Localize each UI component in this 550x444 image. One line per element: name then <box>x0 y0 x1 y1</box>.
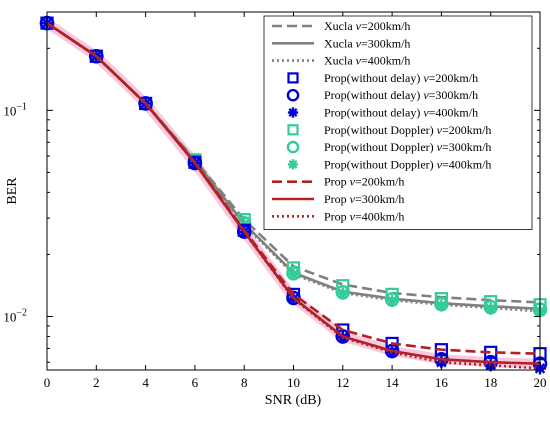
legend-entry-7: Prop(without Doppler) v=300km/h <box>286 140 491 154</box>
x-tick-label: 16 <box>435 375 449 390</box>
legend-swatch-marker <box>287 107 299 118</box>
legend-entry-2: Xucla v=400km/h <box>272 54 410 68</box>
axes-layer: 0 2 4 6 8 10 12 14 16 18 20 10−1 10−2 <box>3 11 547 390</box>
data-point-s5-8 <box>435 356 448 369</box>
legend-label: Prop v=300km/h <box>324 192 404 206</box>
legend-label: Prop v=200km/h <box>324 175 404 189</box>
x-tick-label: 0 <box>44 375 51 390</box>
x-axis-label: SNR (dB) <box>265 393 322 408</box>
x-tick-label: 12 <box>336 375 349 390</box>
data-point-s8-5 <box>287 268 300 281</box>
series-line-9 <box>46 22 541 355</box>
legend-entry-3: Prop(without delay) v=200km/h <box>287 71 478 85</box>
x-tick-label: 18 <box>484 375 497 390</box>
x-tick-label: 10 <box>287 375 300 390</box>
legend-label: Xucla v=200km/h <box>324 19 410 33</box>
x-tick-label: 2 <box>93 375 100 390</box>
legend-label: Prop(without Doppler) v=200km/h <box>324 123 491 137</box>
legend-label: Prop(without delay) v=400km/h <box>324 106 478 120</box>
legend-entry-0: Xucla v=200km/h <box>272 19 410 33</box>
x-tick-label: 6 <box>192 375 199 390</box>
legend-entry-1: Xucla v=300km/h <box>272 36 410 50</box>
legend-entry-5: Prop(without delay) v=400km/h <box>287 106 478 120</box>
x-tick-label: 14 <box>386 375 400 390</box>
legend-entry-9: Prop v=200km/h <box>272 175 404 189</box>
legend-label: Xucla v=300km/h <box>324 36 410 50</box>
data-point-s8-6 <box>336 287 349 300</box>
x-tick-label: 4 <box>142 375 149 390</box>
x-tick-label: 20 <box>534 375 547 390</box>
legend-entry-10: Prop v=300km/h <box>272 192 404 206</box>
legend-swatch-marker <box>287 159 299 170</box>
data-point-s8-7 <box>386 294 399 308</box>
legend-label: Prop v=400km/h <box>324 209 404 223</box>
legend-box <box>263 15 533 231</box>
series-line-10 <box>46 22 541 366</box>
legend-swatch-marker <box>286 140 300 154</box>
y-axis-label: BER <box>5 177 20 205</box>
data-point-s8-8 <box>435 299 448 312</box>
legend-swatch-marker <box>287 72 299 84</box>
legend-entry-4: Prop(without delay) v=300km/h <box>286 88 478 102</box>
legend-swatch-marker <box>287 124 299 136</box>
legend: Xucla v=200km/h Xucla v=300km/h Xucla v=40… <box>263 15 533 231</box>
x-tick-label: 8 <box>241 375 248 390</box>
legend-entry-8: Prop(without Doppler) v=400km/h <box>287 157 491 171</box>
legend-label: Prop(without delay) v=300km/h <box>324 88 478 102</box>
y-tick-label: 10−1 <box>3 101 27 118</box>
legend-entry-11: Prop v=400km/h <box>272 209 404 223</box>
legend-entry-6: Prop(without Doppler) v=200km/h <box>287 123 491 137</box>
legend-label: Prop(without delay) v=200km/h <box>324 71 478 85</box>
legend-swatch-marker <box>286 88 300 102</box>
data-point-s8-9 <box>484 302 497 315</box>
legend-label: Prop(without Doppler) v=300km/h <box>324 140 491 154</box>
legend-label: Prop(without Doppler) v=400km/h <box>324 157 491 171</box>
legend-label: Xucla v=400km/h <box>324 54 410 68</box>
y-tick-label: 10−2 <box>3 307 27 324</box>
